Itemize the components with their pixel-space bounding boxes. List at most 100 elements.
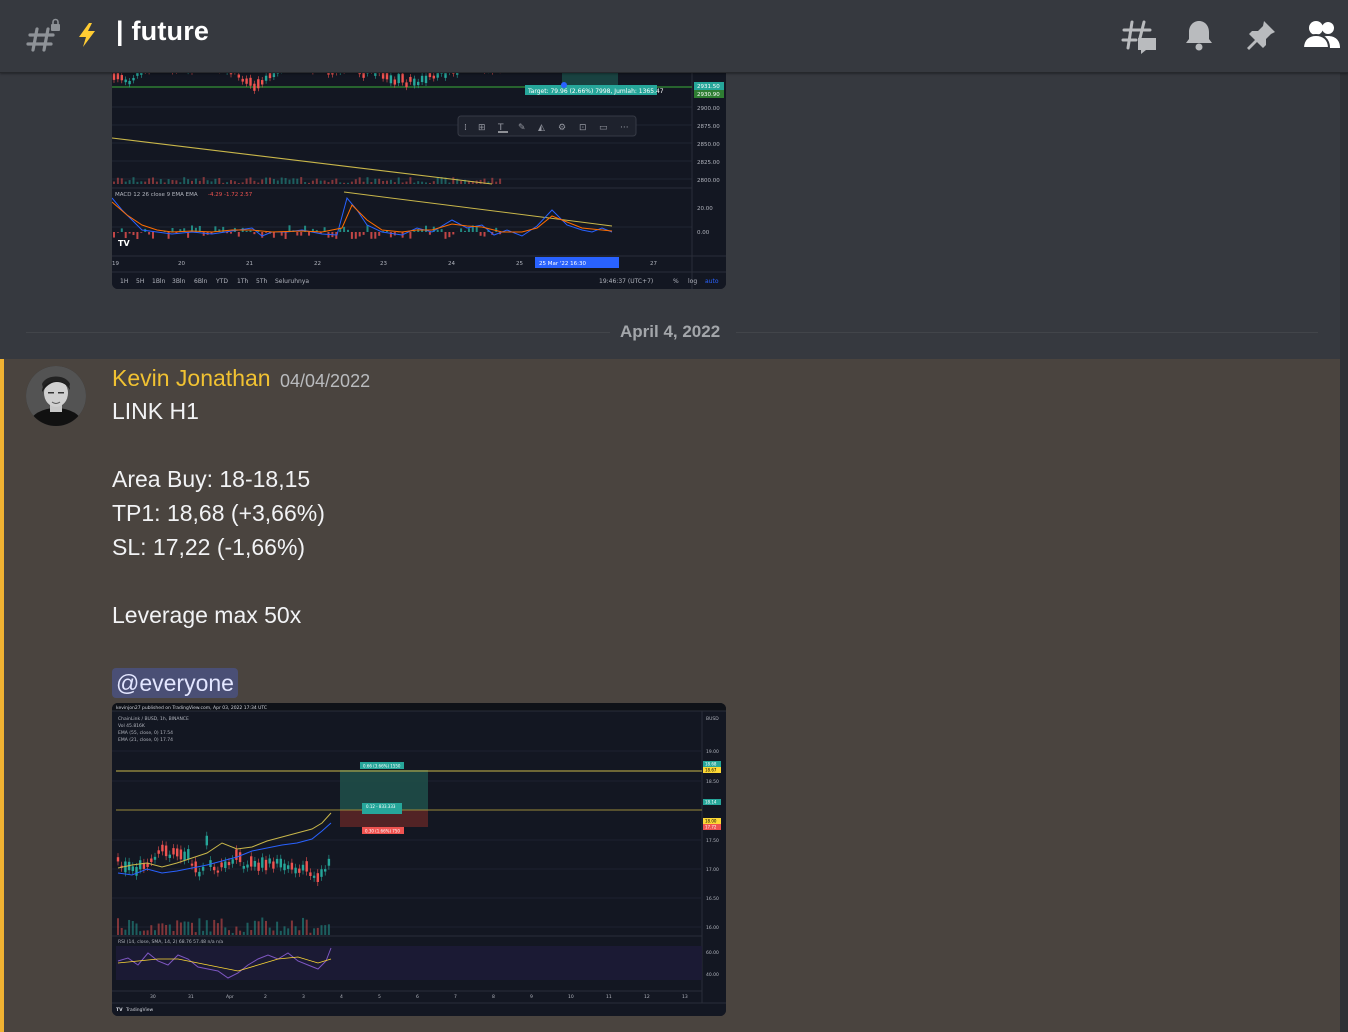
volume-bar bbox=[425, 182, 427, 184]
volume-bar bbox=[464, 179, 466, 184]
candle-body bbox=[216, 870, 220, 873]
macd-bar bbox=[230, 232, 232, 234]
candle-body bbox=[229, 71, 233, 75]
volume-bar bbox=[202, 177, 205, 184]
volume-bar bbox=[413, 182, 416, 184]
macd-bar bbox=[116, 232, 119, 233]
macd-bar bbox=[452, 232, 455, 235]
macd-bar bbox=[304, 225, 307, 232]
macd-bar bbox=[350, 232, 353, 239]
macd-bar bbox=[374, 232, 377, 239]
volume-bar bbox=[131, 920, 134, 935]
volume-bar bbox=[300, 177, 303, 184]
timeframe-option: 5H bbox=[136, 278, 144, 285]
author-name[interactable]: Kevin Jonathan bbox=[112, 365, 271, 391]
volume-bar bbox=[179, 922, 182, 935]
members-icon[interactable] bbox=[1302, 18, 1342, 52]
date-divider-line-right bbox=[736, 332, 1318, 333]
volume-bar bbox=[246, 922, 249, 935]
volume-bar bbox=[284, 178, 287, 184]
message-line: LINK H1 bbox=[112, 398, 199, 424]
candle-body bbox=[320, 869, 323, 877]
volume-bar bbox=[202, 930, 205, 935]
macd-bar bbox=[222, 226, 225, 232]
volume-bar bbox=[268, 927, 271, 935]
svg-text:⊞: ⊞ bbox=[478, 123, 486, 133]
candle-body bbox=[132, 77, 135, 81]
scale-percent: % bbox=[673, 278, 679, 285]
volume-line: Vol 45.816K bbox=[118, 723, 146, 729]
volume-bar bbox=[253, 920, 256, 935]
volume-bar bbox=[320, 925, 323, 935]
candle-body bbox=[227, 862, 231, 866]
macd-bar bbox=[475, 226, 478, 232]
scrollbar-track[interactable] bbox=[1340, 72, 1348, 1032]
candle-body bbox=[190, 863, 194, 866]
date-divider-line-left bbox=[26, 332, 610, 333]
price-label: 2800.00 bbox=[697, 178, 720, 184]
candle-body bbox=[298, 868, 301, 873]
volume-bar bbox=[347, 182, 349, 184]
macd-bar bbox=[288, 225, 291, 232]
price-tag: 18.14 bbox=[705, 800, 717, 805]
volume-bar bbox=[305, 919, 308, 935]
macd-bar bbox=[464, 230, 466, 232]
x-tick: 9 bbox=[530, 994, 533, 1000]
svg-text:⁞: ⁞ bbox=[464, 123, 467, 133]
mention-highlight-bar bbox=[0, 359, 4, 1032]
candle-body bbox=[264, 859, 268, 871]
volume-bar bbox=[294, 926, 297, 935]
macd-bar bbox=[471, 225, 474, 232]
candle-body bbox=[231, 859, 234, 864]
pin-icon[interactable] bbox=[1244, 18, 1278, 52]
price-tag: 2930.90 bbox=[697, 92, 720, 98]
volume-bar bbox=[452, 177, 455, 184]
x-tick: 2 bbox=[264, 994, 267, 1000]
volume-bar bbox=[331, 179, 334, 184]
everyone-mention[interactable]: @everyone bbox=[112, 668, 238, 698]
candle-body bbox=[224, 861, 227, 869]
volume-bar bbox=[157, 923, 160, 935]
volume-bar bbox=[495, 181, 498, 184]
volume-bar bbox=[378, 178, 381, 184]
volume-bar bbox=[409, 177, 412, 184]
x-tick: 13 bbox=[682, 994, 688, 1000]
x-tick: 25 bbox=[516, 261, 523, 267]
chart-attachment[interactable]: kevinjon27 published on TradingView.com,… bbox=[112, 703, 726, 1016]
volume-bar bbox=[393, 182, 396, 184]
candle-body bbox=[161, 844, 164, 852]
bell-icon[interactable] bbox=[1182, 18, 1216, 52]
candle-body bbox=[287, 865, 290, 869]
volume-bar bbox=[237, 182, 240, 184]
candle-body bbox=[279, 858, 282, 868]
volume-bar bbox=[339, 182, 342, 184]
macd-bar bbox=[152, 232, 154, 239]
macd-bar bbox=[194, 227, 197, 232]
tradingview-brand: TradingView bbox=[125, 1007, 154, 1013]
macd-bar bbox=[214, 226, 217, 232]
candle-body bbox=[272, 71, 276, 78]
date-divider: April 4, 2022 bbox=[620, 322, 721, 341]
x-tick: 7 bbox=[454, 994, 457, 1000]
price-tag: 2931.50 bbox=[697, 84, 720, 90]
volume-bar bbox=[460, 181, 463, 184]
volume-bar bbox=[483, 178, 486, 184]
x-tick: 3 bbox=[302, 994, 305, 1000]
x-tick: 30 bbox=[150, 994, 156, 1000]
volume-bar bbox=[213, 919, 216, 935]
volume-bar bbox=[139, 931, 142, 935]
volume-bar bbox=[228, 930, 230, 935]
macd-bar bbox=[284, 232, 287, 239]
threads-icon[interactable] bbox=[1120, 18, 1160, 56]
volume-bar bbox=[491, 177, 494, 184]
avatar[interactable] bbox=[26, 366, 86, 426]
macd-bar bbox=[210, 232, 213, 234]
volume-bar bbox=[405, 181, 408, 184]
macd-bar bbox=[354, 232, 357, 239]
macd-bar bbox=[358, 232, 361, 237]
previous-chart-attachment[interactable]: Target: 79.96 (2.66%) 7998, Jumlah: 1365… bbox=[112, 60, 726, 289]
x-highlight: 25 Mar '22 16:30 bbox=[539, 261, 586, 267]
volume-bar bbox=[175, 180, 178, 184]
volume-bar bbox=[261, 179, 264, 184]
volume-bar bbox=[358, 177, 361, 184]
